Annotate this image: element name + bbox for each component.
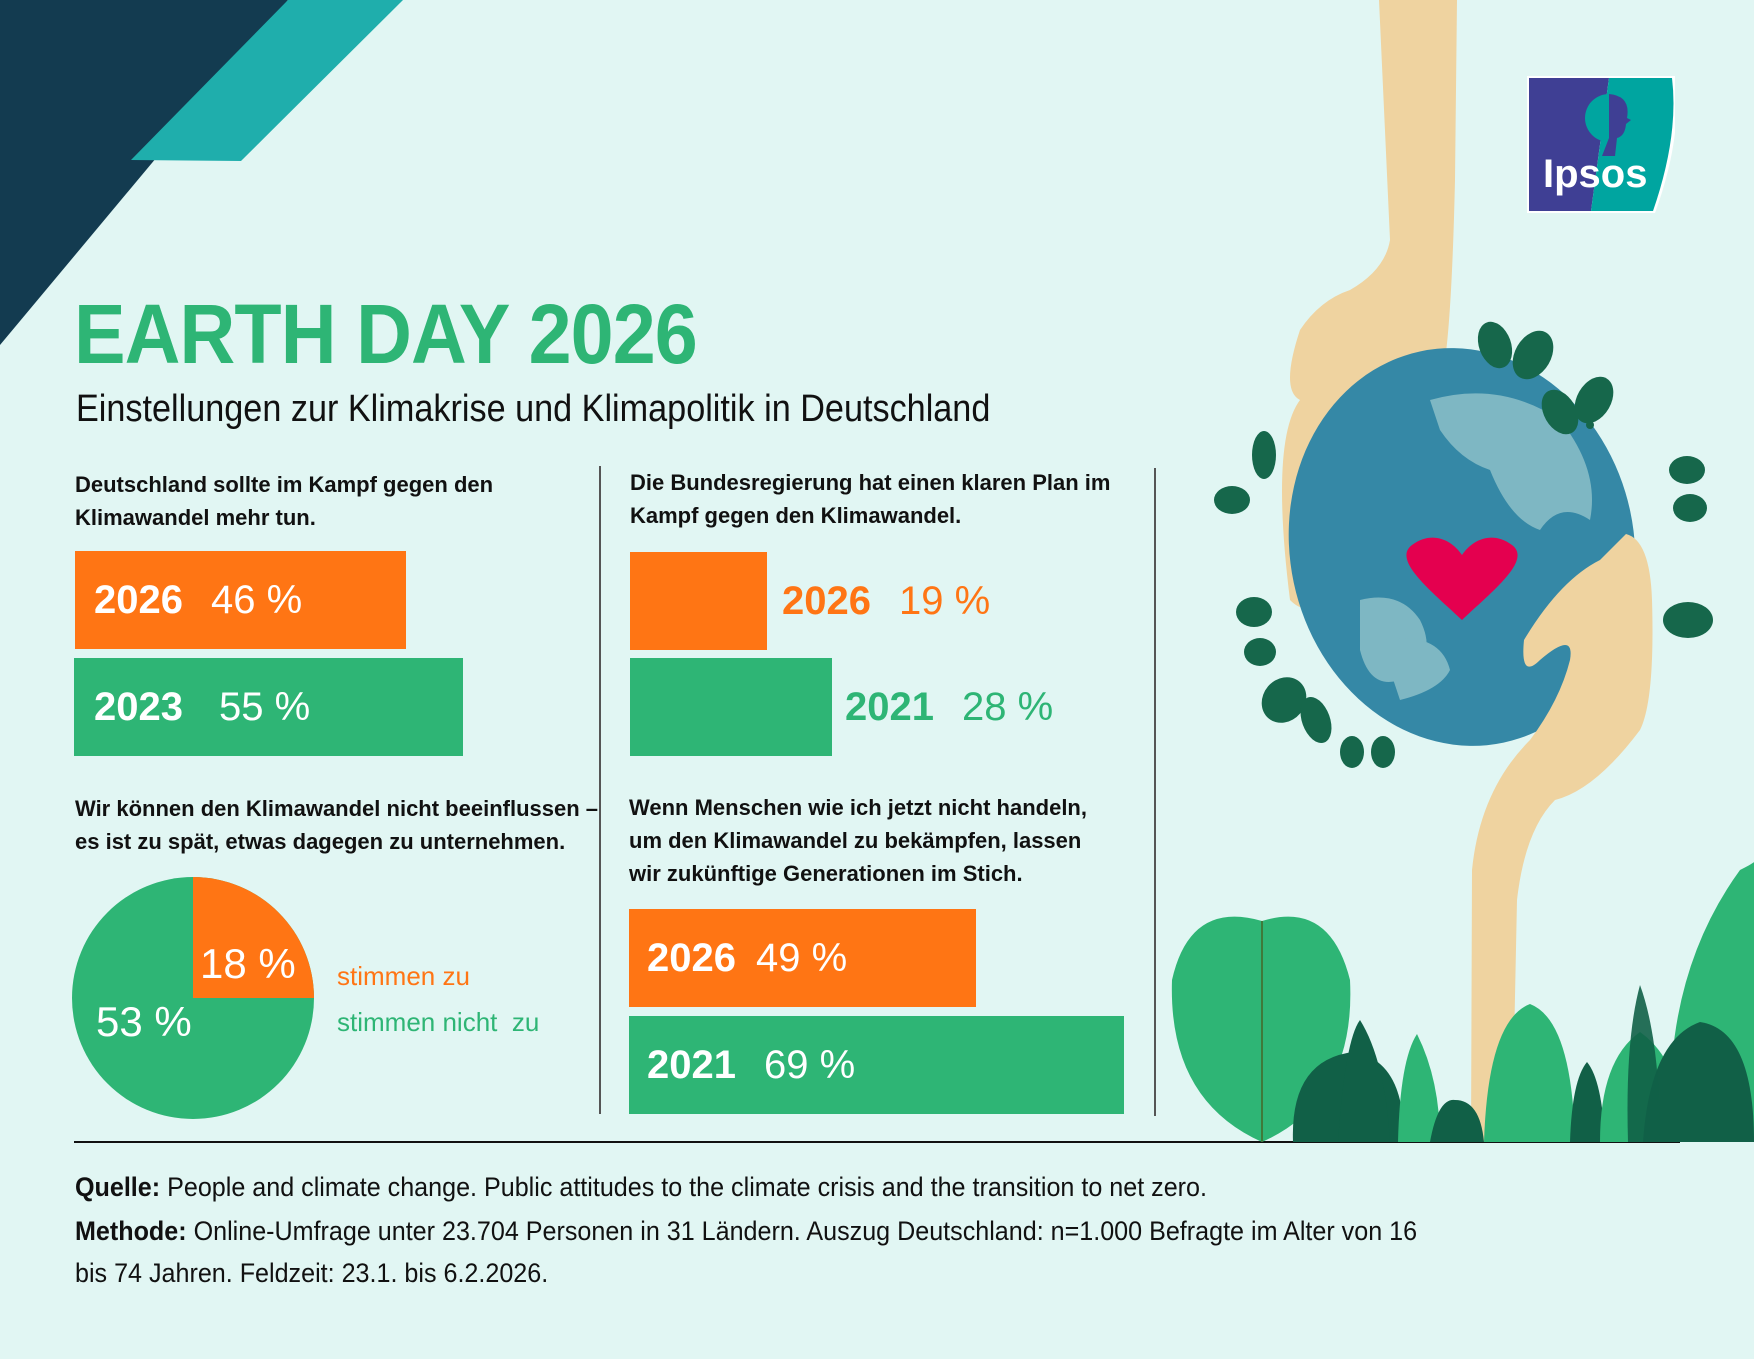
column-divider-right [1154,468,1156,1116]
bar-p4-2026: 2026 49 % [629,909,976,1007]
column-divider-left [599,466,601,1114]
bar-value: 46 % [210,577,303,622]
legend-agree: stimmen zu [337,961,470,991]
footer-method: Methode: Online-Umfrage unter 23.704 Per… [75,1210,1417,1252]
footer-source: Quelle: People and climate change. Publi… [75,1166,1207,1208]
question-4: Wenn Menschen wie ich jetzt nicht handel… [629,795,1087,886]
source-text: People and climate change. Public attitu… [167,1172,1207,1202]
bar-year: 2026 [647,935,736,980]
heart-icon [1406,537,1518,620]
question-1: Deutschland sollte im Kampf gegen den Kl… [75,472,494,530]
logo-text: Ipsos [1543,152,1648,196]
method-label: Methode: [75,1216,187,1246]
pie-label-disagree: 53 % [96,998,192,1045]
bar-p2-2021-label: 2021 28 % [845,684,1054,729]
bar-value: 69 % [763,1042,856,1087]
page-subtitle: Einstellungen zur Klimakrise und Klimapo… [76,388,991,430]
bar-year: 2023 [94,684,183,729]
lower-hand [1471,534,1653,1142]
bar-value: 55 % [218,684,311,729]
bar-p1-2026: 2026 46 % [75,551,406,649]
page-title: EARTH DAY 2026 [74,287,698,381]
bar-p2-2026-label: 2026 19 % [782,578,991,623]
corner-decoration [0,0,403,345]
earth-illustration [1171,0,1754,1142]
pie-chart [72,877,314,1119]
pie-label-agree: 18 % [200,940,296,987]
method-text: Online-Umfrage unter 23.704 Personen in … [193,1216,1418,1246]
ipsos-logo: Ipsos [1527,76,1677,213]
bar-p4-2021: 2021 69 % [629,1016,1124,1114]
footer-divider [74,1141,1680,1143]
bar-p1-2023: 2023 55 % [74,658,463,756]
bar-p2-2021 [630,658,832,756]
legend-disagree: stimmen nicht zu [337,1007,540,1037]
question-2: Die Bundesregierung hat einen klaren Pla… [630,470,1111,528]
bushes [1171,860,1754,1142]
footer-method-cont: bis 74 Jahren. Feldzeit: 23.1. bis 6.2.2… [75,1258,549,1288]
bar-p2-2026 [630,552,767,650]
bar-year: 2026 [94,577,183,622]
source-label: Quelle: [75,1172,161,1202]
question-3: Wir können den Klimawandel nicht beeinfl… [75,796,599,854]
bar-year: 2021 [647,1042,736,1087]
bar-value: 49 % [755,935,848,980]
